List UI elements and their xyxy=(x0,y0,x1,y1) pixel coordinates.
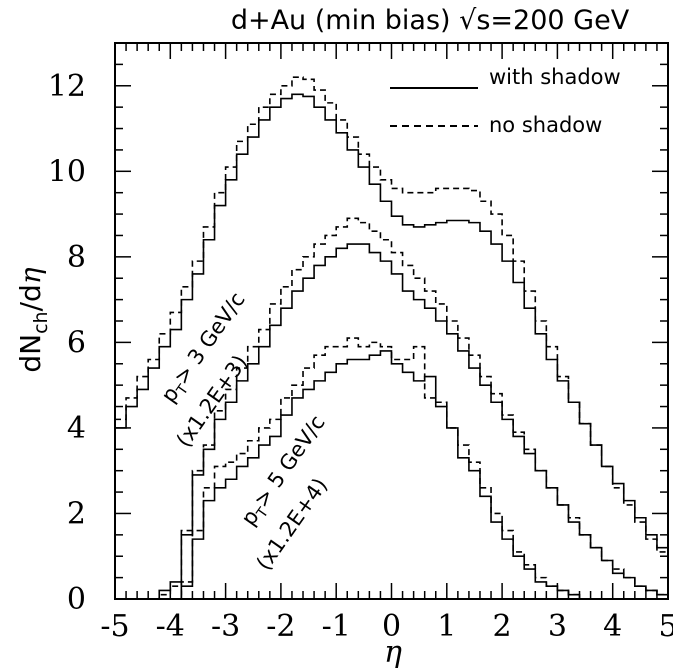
x-tick-label: 1 xyxy=(437,609,456,644)
series-layer xyxy=(115,76,668,600)
x-axis-label: η xyxy=(384,635,402,670)
y-tick-labels: 0 2 4 6 8 10 12 xyxy=(48,69,86,617)
chart-title: d+Au (min bias) √s=200 GeV xyxy=(231,5,630,36)
x-tick-label: -4 xyxy=(156,609,185,644)
y-tick-label: 4 xyxy=(67,411,86,446)
x-tick-labels: -5 -4 -3 -2 -1 0 1 2 3 4 5 xyxy=(100,609,673,644)
x-tick-label: 0 xyxy=(382,609,401,644)
y-tick-label: 12 xyxy=(48,69,86,104)
legend-label-with-shadow: with shadow xyxy=(489,65,621,89)
y-tick-label: 10 xyxy=(48,154,86,189)
y-tick-label: 6 xyxy=(67,325,86,360)
series-5-dashed-histogram xyxy=(115,337,668,600)
x-tick-label: 4 xyxy=(603,609,622,644)
series-0-solid-histogram xyxy=(115,93,668,549)
x-tick-label: 5 xyxy=(658,609,673,644)
x-tick-label: 3 xyxy=(548,609,567,644)
x-tick-label: -3 xyxy=(211,609,240,644)
y-tick-label: 2 xyxy=(67,496,86,531)
series-3-dashed-histogram xyxy=(115,217,668,600)
legend-label-no-shadow: no shadow xyxy=(489,113,602,137)
series-1-dashed-histogram xyxy=(115,76,668,553)
x-tick-label: -1 xyxy=(322,609,351,644)
x-tick-label: 2 xyxy=(493,609,512,644)
annotation-pt3: pT> 3 GeV/c (x1.2E+3) xyxy=(156,288,253,452)
y-axis-label: dNch/dη xyxy=(14,267,52,372)
x-tick-label: -2 xyxy=(266,609,295,644)
annotation-pt5: pT> 5 GeV/c (x1.2E+4) xyxy=(236,411,333,575)
x-tick-label: -5 xyxy=(100,609,129,644)
y-tick-label: 0 xyxy=(67,582,86,617)
y-tick-label: 8 xyxy=(67,240,86,275)
legend: with shadow no shadow xyxy=(390,65,621,137)
